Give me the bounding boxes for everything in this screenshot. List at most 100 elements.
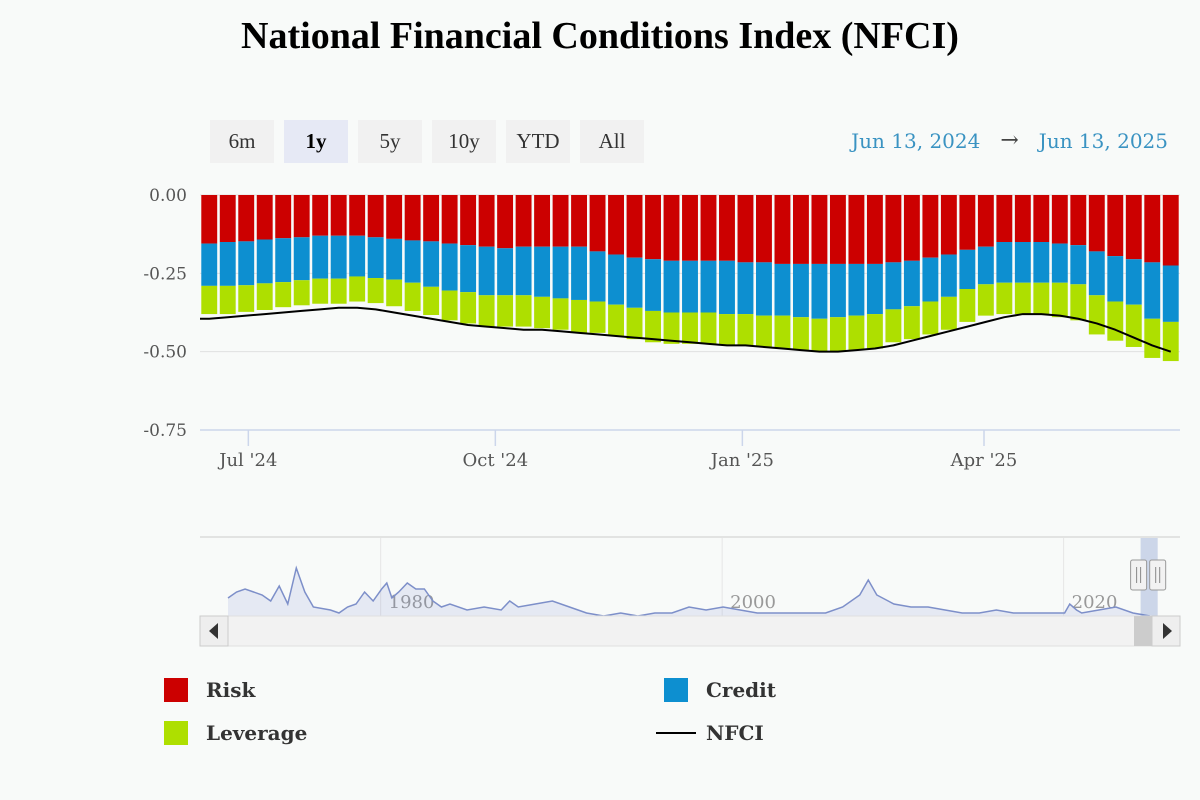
bar-leverage: [312, 278, 329, 304]
legend-swatch-nfci: [656, 732, 696, 734]
bar-risk: [589, 195, 606, 252]
bar-risk: [663, 195, 680, 261]
legend-swatch-risk: [164, 678, 188, 702]
bar-risk: [330, 195, 347, 236]
bar-credit: [1033, 242, 1050, 283]
navigator-handle[interactable]: [1149, 559, 1167, 591]
bar-leverage: [478, 295, 495, 327]
x-tick-label: Oct '24: [463, 450, 529, 471]
legend-item-leverage[interactable]: Leverage: [164, 721, 307, 745]
bar-credit: [201, 243, 218, 286]
navigator-year-label: 2020: [1072, 592, 1118, 613]
bar-credit: [1162, 265, 1179, 322]
legend-item-nfci[interactable]: NFCI: [656, 721, 764, 745]
bar-leverage: [737, 314, 754, 346]
bar-leverage: [608, 304, 624, 336]
bar-credit: [663, 260, 680, 313]
bar-risk: [1088, 195, 1105, 252]
bar-risk: [608, 195, 624, 255]
bar-leverage: [275, 282, 292, 308]
bar-risk: [256, 195, 273, 240]
bar-credit: [1144, 262, 1161, 319]
bar-risk: [404, 195, 421, 241]
x-tick-label: Jul '24: [217, 450, 277, 471]
bar-leverage: [534, 296, 551, 329]
bar-leverage: [1051, 282, 1068, 318]
legend-item-credit[interactable]: Credit: [664, 678, 776, 702]
bar-credit: [848, 263, 865, 316]
bar-leverage: [386, 279, 403, 307]
range-button-5y[interactable]: 5y: [358, 120, 422, 163]
scrollbar-thumb: [1134, 616, 1152, 646]
scroll-left-button[interactable]: [199, 615, 229, 647]
arrow-right-icon: →: [1000, 128, 1019, 153]
bar-risk: [293, 195, 310, 238]
scrollbar[interactable]: [199, 615, 1181, 647]
bar-risk: [478, 195, 495, 247]
bar-risk: [201, 195, 218, 244]
legend: Risk Credit Leverage NFCI: [0, 670, 1200, 770]
chart-title: National Financial Conditions Index (NFC…: [241, 15, 959, 57]
bar-credit: [1014, 242, 1031, 283]
bar-leverage: [700, 312, 717, 344]
scroll-right-button[interactable]: [1151, 615, 1181, 647]
bar-risk: [238, 195, 255, 242]
bar-credit: [1088, 251, 1105, 296]
bar-leverage: [1144, 318, 1161, 358]
date-range-from[interactable]: Jun 13, 2024: [851, 128, 981, 153]
navigator[interactable]: 1980 2000 2020: [0, 530, 1200, 650]
bar-leverage: [589, 301, 606, 333]
bar-risk: [1162, 195, 1179, 266]
date-range: Jun 13, 2024 → Jun 13, 2025: [851, 128, 1168, 153]
bar-risk: [275, 195, 292, 239]
bar-leverage: [922, 301, 939, 335]
bar-credit: [700, 260, 717, 313]
bar-leverage: [201, 285, 218, 315]
y-tick-label: -0.75: [143, 421, 187, 441]
bar-credit: [959, 249, 976, 289]
bar-leverage: [552, 298, 569, 330]
bar-risk: [940, 195, 957, 255]
bar-risk: [829, 195, 846, 264]
bar-leverage: [866, 314, 883, 349]
bar-credit: [626, 257, 643, 308]
bar-leverage: [682, 312, 698, 344]
range-button-6m[interactable]: 6m: [210, 120, 274, 163]
bar-risk: [441, 195, 458, 244]
bar-risk: [1033, 195, 1050, 242]
bar-risk: [848, 195, 865, 264]
bar-credit: [608, 254, 624, 305]
chevron-right-icon: [1163, 623, 1172, 639]
bar-risk: [367, 195, 384, 238]
bar-leverage: [756, 315, 772, 347]
line-layer: [200, 306, 1172, 353]
bar-leverage: [719, 314, 735, 346]
bar-risk: [922, 195, 939, 258]
bar-leverage: [238, 285, 255, 312]
bar-risk: [645, 195, 661, 260]
range-button-ytd[interactable]: YTD: [506, 120, 570, 163]
navigator-handle[interactable]: [1130, 559, 1148, 591]
bar-leverage: [1014, 282, 1031, 315]
range-selector: 6m 1y 5y 10y YTD All: [210, 120, 644, 163]
bar-risk: [626, 195, 643, 258]
range-button-1y[interactable]: 1y: [284, 120, 348, 163]
range-button-10y[interactable]: 10y: [432, 120, 496, 163]
bar-risk: [571, 195, 588, 247]
date-range-to[interactable]: Jun 13, 2025: [1038, 128, 1168, 153]
legend-item-risk[interactable]: Risk: [164, 678, 255, 702]
bar-leverage: [977, 284, 994, 316]
bar-risk: [1051, 195, 1068, 244]
bar-leverage: [774, 315, 791, 349]
legend-label-credit: Credit: [706, 678, 776, 702]
bar-leverage: [903, 306, 920, 340]
bar-leverage: [349, 276, 366, 302]
bar-leverage: [219, 285, 236, 315]
bar-credit: [829, 263, 846, 318]
range-button-all[interactable]: All: [580, 120, 644, 163]
bar-risk: [534, 195, 551, 247]
bar-leverage: [829, 317, 846, 352]
bar-leverage: [441, 290, 458, 321]
bar-risk: [1014, 195, 1031, 242]
bar-risk: [386, 195, 403, 239]
